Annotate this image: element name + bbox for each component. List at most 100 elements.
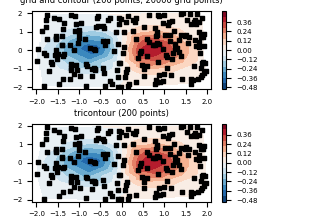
Point — [197, 133, 202, 137]
Point — [145, 166, 150, 170]
Point — [92, 67, 97, 71]
Point — [145, 54, 150, 57]
Point — [200, 73, 205, 77]
Point — [100, 39, 105, 43]
Point — [126, 82, 132, 85]
Point — [51, 129, 56, 132]
Point — [105, 18, 110, 22]
Point — [45, 13, 50, 17]
Point — [67, 156, 72, 160]
Point — [184, 131, 189, 134]
Point — [44, 38, 49, 41]
Point — [44, 131, 49, 135]
Point — [109, 194, 114, 198]
Point — [116, 129, 121, 133]
Point — [164, 54, 169, 57]
Point — [123, 188, 128, 192]
Point — [73, 63, 78, 67]
Point — [146, 153, 151, 156]
Point — [116, 198, 121, 201]
Point — [177, 151, 182, 155]
Point — [124, 70, 129, 74]
Point — [91, 160, 96, 164]
Point — [125, 67, 130, 71]
Point — [155, 172, 160, 176]
Point — [152, 139, 157, 143]
Point — [100, 152, 105, 155]
Point — [131, 131, 136, 134]
Point — [57, 17, 62, 21]
Point — [138, 51, 143, 55]
Point — [170, 164, 175, 167]
Point — [191, 64, 196, 67]
Point — [50, 62, 55, 66]
Point — [191, 20, 196, 24]
Point — [84, 175, 89, 179]
Title: tricontour (200 points): tricontour (200 points) — [74, 109, 169, 118]
Point — [43, 54, 48, 57]
Point — [83, 84, 88, 87]
Point — [94, 129, 99, 132]
Point — [141, 138, 146, 141]
Point — [88, 46, 93, 50]
Point — [57, 130, 62, 134]
Point — [76, 36, 81, 39]
Point — [150, 156, 156, 159]
Point — [187, 147, 192, 151]
Point — [118, 17, 123, 21]
Point — [54, 170, 59, 174]
Point — [162, 126, 167, 130]
Point — [155, 60, 160, 63]
Point — [35, 47, 40, 51]
Point — [121, 158, 126, 162]
Point — [56, 165, 61, 168]
Point — [187, 12, 192, 16]
Point — [94, 16, 99, 19]
Point — [185, 41, 190, 45]
Point — [140, 63, 145, 67]
Point — [116, 155, 121, 158]
Point — [121, 143, 126, 147]
Point — [67, 190, 72, 193]
Point — [53, 147, 58, 151]
Point — [125, 14, 131, 18]
Point — [71, 185, 76, 189]
Point — [199, 62, 204, 65]
Point — [42, 52, 47, 55]
Point — [111, 162, 116, 166]
Point — [198, 188, 204, 192]
Point — [188, 22, 194, 25]
Point — [116, 17, 121, 20]
Point — [196, 78, 201, 81]
Point — [51, 16, 56, 19]
Point — [172, 160, 178, 164]
Point — [155, 42, 160, 45]
Point — [165, 23, 171, 27]
Point — [92, 180, 97, 183]
Point — [168, 186, 173, 189]
Point — [179, 34, 184, 37]
Point — [117, 22, 122, 26]
Point — [191, 78, 196, 82]
Point — [139, 49, 144, 52]
Point — [105, 152, 110, 156]
Point — [68, 66, 73, 70]
Point — [91, 179, 96, 183]
Point — [153, 191, 158, 195]
Point — [90, 187, 95, 190]
Point — [144, 150, 149, 154]
Point — [84, 177, 89, 180]
Point — [45, 126, 50, 129]
Point — [78, 74, 83, 78]
Point — [196, 190, 201, 194]
Point — [168, 73, 173, 77]
Point — [101, 139, 107, 143]
Point — [162, 14, 167, 17]
Point — [202, 157, 207, 160]
Point — [172, 155, 177, 158]
Point — [116, 76, 121, 79]
Point — [146, 126, 151, 129]
Point — [95, 137, 100, 140]
Point — [152, 26, 157, 30]
Point — [74, 68, 79, 71]
